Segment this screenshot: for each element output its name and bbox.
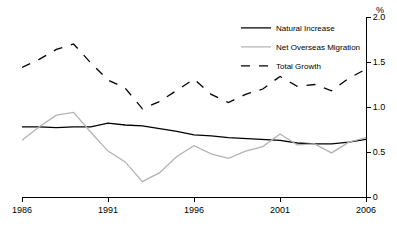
svg-text:%: % <box>376 5 384 15</box>
svg-text:1996: 1996 <box>184 205 204 215</box>
svg-text:0: 0 <box>373 192 378 202</box>
svg-text:1991: 1991 <box>98 205 118 215</box>
svg-text:1.5: 1.5 <box>373 57 386 67</box>
svg-text:1986: 1986 <box>12 205 32 215</box>
svg-text:Total Growth: Total Growth <box>276 62 321 71</box>
svg-text:2006: 2006 <box>356 205 376 215</box>
svg-text:2.0: 2.0 <box>373 12 386 22</box>
svg-text:0.5: 0.5 <box>373 147 386 157</box>
svg-text:Net Overseas Migration: Net Overseas Migration <box>276 43 360 52</box>
svg-text:2001: 2001 <box>270 205 290 215</box>
svg-text:1.0: 1.0 <box>373 102 386 112</box>
svg-text:Natural Increase: Natural Increase <box>276 24 335 33</box>
